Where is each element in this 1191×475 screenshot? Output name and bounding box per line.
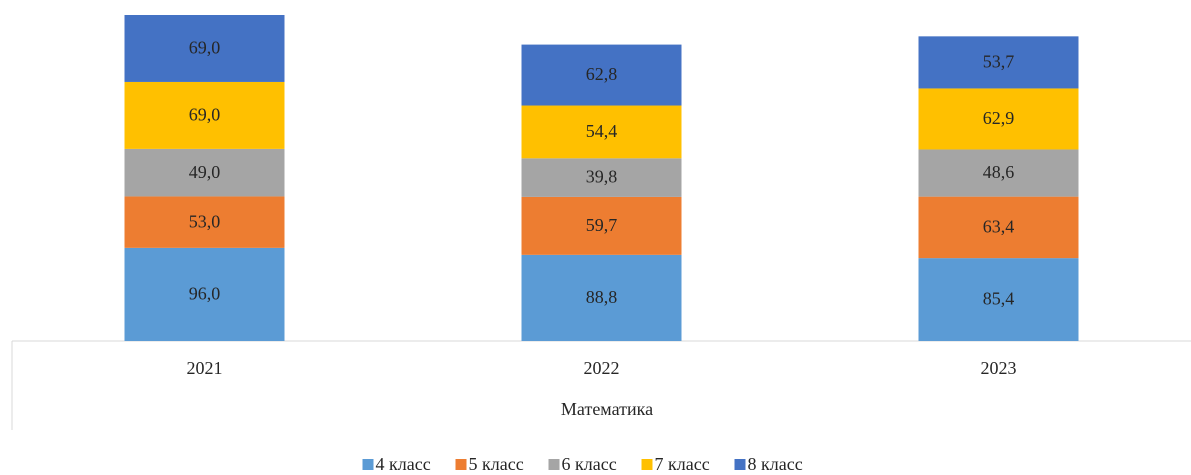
data-label: 49,0 <box>189 162 221 182</box>
legend-label: 7 класс <box>655 454 710 474</box>
legend-label: 8 класс <box>748 454 803 474</box>
bar-segment <box>124 81 285 149</box>
data-label: 69,0 <box>189 38 221 58</box>
legend-swatch <box>548 459 560 470</box>
legend-swatch <box>455 459 467 470</box>
data-label: 88,8 <box>586 287 618 307</box>
data-label: 48,6 <box>983 162 1015 182</box>
bar-segment <box>918 36 1079 89</box>
bar-segment <box>918 258 1079 341</box>
legend-swatch <box>641 459 653 470</box>
bar-segment <box>124 247 285 341</box>
data-label: 69,0 <box>189 105 221 125</box>
legend-label: 5 класс <box>469 454 524 474</box>
x-tick-label: 2021 <box>187 358 223 378</box>
data-label: 59,7 <box>586 215 618 235</box>
bar-segment <box>124 148 285 197</box>
legend-label: 4 класс <box>376 454 431 474</box>
bar-segment <box>124 15 285 82</box>
data-label: 53,7 <box>983 52 1015 72</box>
bar-segment <box>521 105 682 159</box>
bar-segment <box>521 196 682 255</box>
legend-swatch <box>734 459 746 470</box>
bar-segment <box>124 196 285 248</box>
bar-segment <box>918 88 1079 150</box>
bar-segment <box>918 196 1079 259</box>
data-label: 62,8 <box>586 64 618 84</box>
data-label: 39,8 <box>586 167 618 187</box>
data-label: 53,0 <box>189 211 221 231</box>
bar-segment <box>521 254 682 341</box>
data-label: 62,9 <box>983 108 1015 128</box>
bar-segment <box>521 44 682 106</box>
legend-label: 6 класс <box>562 454 617 474</box>
data-label: 54,4 <box>586 121 618 141</box>
bar-segment <box>918 149 1079 197</box>
x-tick-label: 2022 <box>584 358 620 378</box>
x-axis-group-label: Математика <box>561 399 653 419</box>
data-label: 85,4 <box>983 289 1015 309</box>
x-tick-label: 2023 <box>981 358 1017 378</box>
legend-swatch <box>362 459 374 470</box>
data-label: 63,4 <box>983 217 1015 237</box>
bar-segment <box>521 158 682 197</box>
data-label: 96,0 <box>189 284 221 304</box>
